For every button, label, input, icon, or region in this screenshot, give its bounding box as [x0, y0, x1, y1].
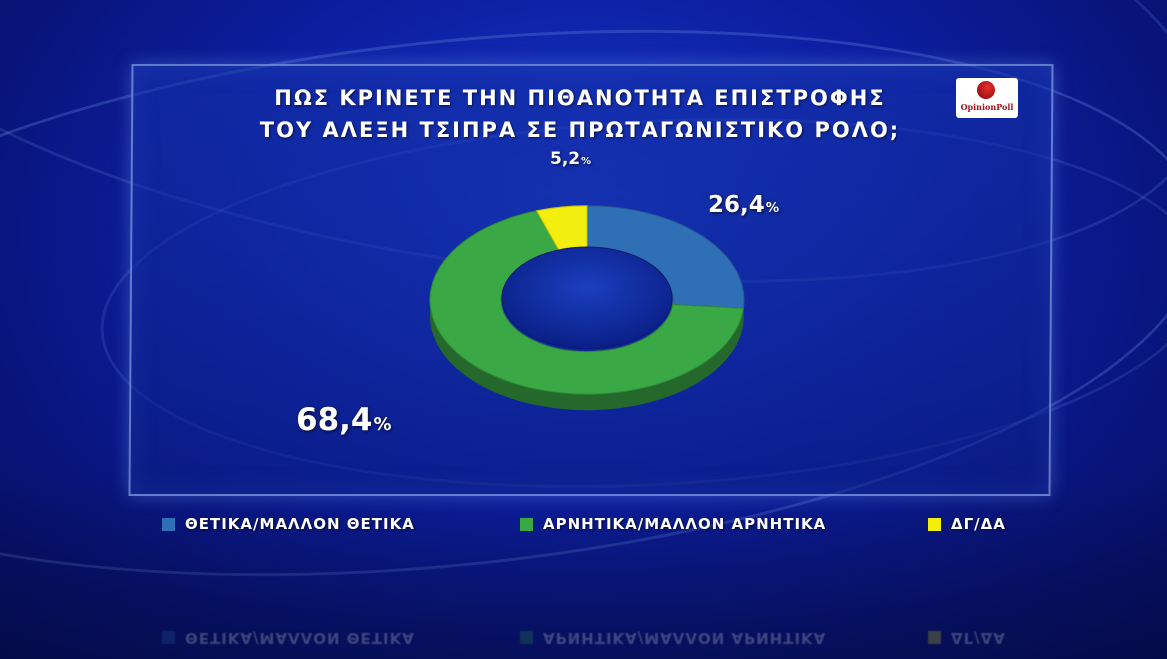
value-label-positive: 26,4%	[708, 192, 780, 218]
reflection-swatch-positive	[162, 631, 175, 645]
legend-item-positive: ΘΕΤΙΚΑ/ΜΑΛΛΟΝ ΘΕΤΙΚΑ	[162, 510, 415, 538]
legend-reflection: ΘΕΤΙΚΑ/ΜΑΛΛΟΝ ΘΕΤΙΚΑ ΑΡΝΗΤΙΚΑ/ΜΑΛΛΟΝ ΑΡΝ…	[0, 612, 1167, 652]
logo-mark-icon	[977, 81, 995, 99]
legend-swatch-dk-na	[928, 517, 941, 531]
reflection-label-positive: ΘΕΤΙΚΑ/ΜΑΛΛΟΝ ΘΕΤΙΚΑ	[185, 629, 415, 647]
title-line-1: ΠΩΣ ΚΡΙΝΕΤΕ ΤΗΝ ΠΙΘΑΝΟΤΗΤΑ ΕΠΙΣΤΡΟΦΗΣ	[274, 86, 886, 110]
floor-shade	[0, 470, 1167, 659]
reflection-label-negative: ΑΡΝΗΤΙΚΑ/ΜΑΛΛΟΝ ΑΡΝΗΤΙΚΑ	[543, 629, 827, 647]
logo-text: OpinionPoll	[960, 102, 1014, 112]
reflection-label-dk-na: ΔΓ/ΔΑ	[951, 629, 1006, 647]
value-label-negative: 68,4%	[296, 402, 392, 438]
chart-legend: ΘΕΤΙΚΑ/ΜΑΛΛΟΝ ΘΕΤΙΚΑ ΑΡΝΗΤΙΚΑ/ΜΑΛΛΟΝ ΑΡΝ…	[0, 510, 1167, 540]
title-line-2: ΤΟΥ ΑΛΕΞΗ ΤΣΙΠΡΑ ΣΕ ΠΡΩΤΑΓΩΝΙΣΤΙΚΟ ΡΟΛΟ;	[259, 118, 901, 142]
legend-label-positive: ΘΕΤΙΚΑ/ΜΑΛΛΟΝ ΘΕΤΙΚΑ	[185, 515, 415, 533]
page-title: ΠΩΣ ΚΡΙΝΕΤΕ ΤΗΝ ΠΙΘΑΝΟΤΗΤΑ ΕΠΙΣΤΡΟΦΗΣ ΤΟ…	[230, 82, 930, 146]
value-label-dk-na: 5,2%	[550, 149, 591, 169]
donut-hole	[501, 246, 673, 350]
legend-swatch-negative	[520, 517, 533, 531]
reflection-item-dk-na: ΔΓ/ΔΑ	[928, 624, 1006, 652]
reflection-item-negative: ΑΡΝΗΤΙΚΑ/ΜΑΛΛΟΝ ΑΡΝΗΤΙΚΑ	[520, 624, 826, 652]
legend-label-dk-na: ΔΓ/ΔΑ	[951, 515, 1006, 533]
opinionpoll-logo: OpinionPoll	[956, 78, 1018, 118]
legend-item-dk-na: ΔΓ/ΔΑ	[928, 510, 1006, 538]
reflection-swatch-dk-na	[928, 631, 941, 645]
reflection-swatch-negative	[520, 631, 533, 645]
reflection-item-positive: ΘΕΤΙΚΑ/ΜΑΛΛΟΝ ΘΕΤΙΚΑ	[162, 624, 415, 652]
slice-1	[429, 210, 744, 395]
legend-label-negative: ΑΡΝΗΤΙΚΑ/ΜΑΛΛΟΝ ΑΡΝΗΤΙΚΑ	[543, 515, 827, 533]
legend-item-negative: ΑΡΝΗΤΙΚΑ/ΜΑΛΛΟΝ ΑΡΝΗΤΙΚΑ	[520, 510, 826, 538]
legend-swatch-positive	[162, 517, 175, 531]
